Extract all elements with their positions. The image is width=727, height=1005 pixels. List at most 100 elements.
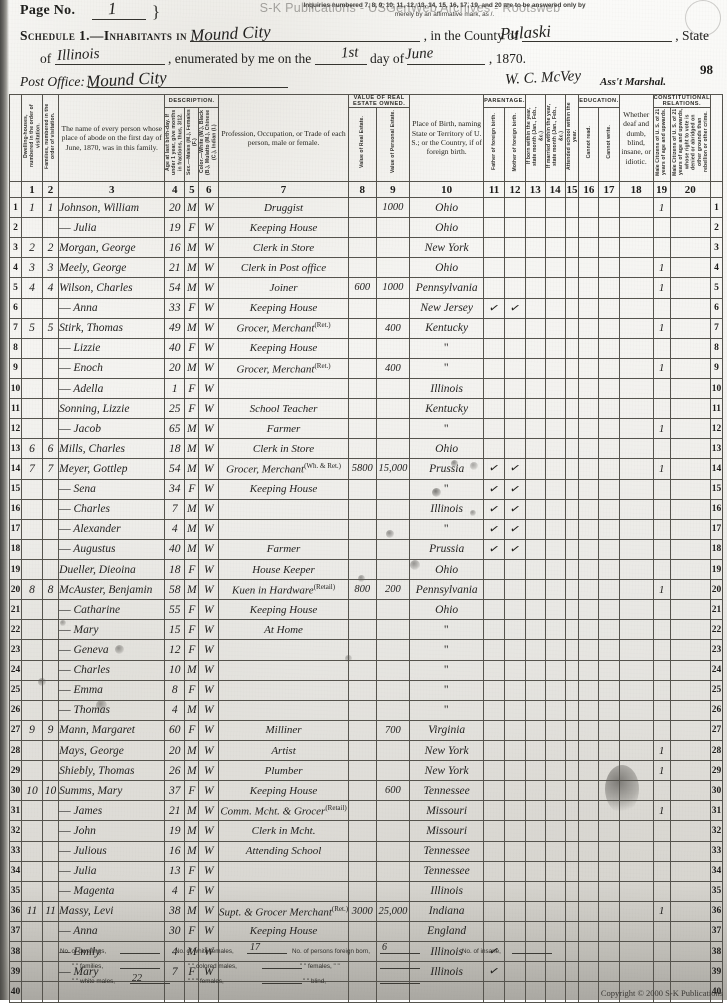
cell-mother-foreign[interactable] bbox=[504, 438, 526, 460]
cell-personal-estate-value[interactable] bbox=[375, 257, 411, 279]
cell-age[interactable]: 34 bbox=[164, 478, 186, 500]
cell-person-name[interactable]: Johnson, William bbox=[58, 196, 166, 219]
cell-married-within-year[interactable] bbox=[544, 599, 566, 621]
cell-color[interactable]: W bbox=[198, 739, 220, 762]
cell-male-citizen[interactable]: 1 bbox=[652, 579, 671, 601]
cell-cannot-write[interactable] bbox=[598, 217, 620, 239]
cell-birthplace[interactable]: " bbox=[409, 679, 485, 701]
cell-father-foreign[interactable] bbox=[483, 317, 505, 339]
cell-mother-foreign[interactable] bbox=[504, 820, 526, 842]
cell-disability[interactable] bbox=[618, 317, 654, 339]
cell-vote-denied[interactable] bbox=[669, 739, 711, 762]
cell-father-foreign[interactable]: ✓ bbox=[483, 518, 505, 540]
cell-personal-estate-value[interactable] bbox=[375, 478, 411, 500]
cell-sex[interactable]: M bbox=[184, 840, 200, 862]
table-row[interactable]: 15— Sena 34 F W Keeping House " ✓ ✓ 15 bbox=[9, 478, 724, 500]
cell-born-within-year[interactable] bbox=[524, 719, 546, 741]
cell-sex[interactable]: M bbox=[184, 699, 200, 721]
cell-cannot-write[interactable] bbox=[598, 357, 620, 379]
cell-mother-foreign[interactable] bbox=[504, 639, 526, 661]
cell-cannot-write[interactable] bbox=[598, 760, 620, 782]
cell-male-citizen[interactable] bbox=[652, 337, 671, 359]
cell-personal-estate-value[interactable] bbox=[375, 518, 411, 540]
cell-personal-estate-value[interactable] bbox=[375, 398, 411, 420]
cell-born-within-year[interactable] bbox=[524, 659, 546, 681]
table-row[interactable]: 19 Dueller, Dieoina 18 F W House Keeper Ohio 19 bbox=[9, 558, 724, 581]
cell-attended-school[interactable] bbox=[564, 760, 580, 782]
cell-dwelling-no[interactable] bbox=[20, 357, 43, 379]
cell-personal-estate-value[interactable]: 600 bbox=[375, 780, 411, 802]
cell-age[interactable]: 30 bbox=[164, 920, 186, 943]
cell-vote-denied[interactable] bbox=[669, 639, 711, 661]
cell-born-within-year[interactable] bbox=[524, 458, 546, 480]
cell-mother-foreign[interactable] bbox=[504, 237, 526, 259]
cell-color[interactable]: W bbox=[198, 217, 220, 239]
cell-person-name[interactable]: — Anna bbox=[58, 297, 166, 319]
cell-real-estate-value[interactable] bbox=[348, 619, 377, 641]
cell-cannot-read[interactable] bbox=[578, 820, 600, 842]
cell-age[interactable]: 40 bbox=[164, 337, 186, 359]
cell-family-no[interactable] bbox=[41, 920, 60, 943]
cell-cannot-write[interactable] bbox=[598, 196, 620, 219]
cell-disability[interactable] bbox=[618, 438, 654, 460]
cell-disability[interactable] bbox=[618, 920, 654, 943]
cell-age[interactable]: 58 bbox=[164, 579, 186, 601]
cell-color[interactable]: W bbox=[198, 840, 220, 862]
cell-occupation[interactable]: Comm. Mcht. & Grocer(Retail) bbox=[218, 800, 350, 822]
cell-age[interactable]: 10 bbox=[164, 659, 186, 681]
cell-disability[interactable] bbox=[618, 840, 654, 862]
cell-born-within-year[interactable] bbox=[524, 699, 546, 721]
cell-disability[interactable] bbox=[618, 860, 654, 882]
cell-color[interactable]: W bbox=[198, 920, 220, 943]
cell-father-foreign[interactable] bbox=[483, 699, 505, 721]
table-row[interactable]: 37 — Anna 30 F W Keeping House England 37 bbox=[9, 920, 724, 943]
cell-personal-estate-value[interactable] bbox=[375, 760, 411, 782]
cell-person-name[interactable]: — Mary bbox=[58, 619, 166, 641]
cell-occupation[interactable] bbox=[218, 498, 350, 520]
cell-age[interactable]: 4 bbox=[164, 880, 186, 902]
cell-father-foreign[interactable] bbox=[483, 558, 505, 581]
cell-sex[interactable]: M bbox=[184, 498, 200, 520]
cell-real-estate-value[interactable] bbox=[348, 337, 377, 359]
cell-personal-estate-value[interactable] bbox=[375, 920, 411, 943]
cell-age[interactable]: 4 bbox=[164, 699, 186, 721]
cell-disability[interactable] bbox=[618, 257, 654, 279]
cell-real-estate-value[interactable] bbox=[348, 659, 377, 681]
cell-disability[interactable] bbox=[618, 377, 654, 400]
cell-father-foreign[interactable] bbox=[483, 860, 505, 882]
cell-family-no[interactable]: 1 bbox=[41, 196, 60, 219]
cell-mother-foreign[interactable] bbox=[504, 780, 526, 802]
cell-disability[interactable] bbox=[618, 337, 654, 359]
cell-sex[interactable]: F bbox=[184, 780, 200, 802]
cell-married-within-year[interactable] bbox=[544, 699, 566, 721]
cell-real-estate-value[interactable] bbox=[348, 679, 377, 701]
cell-born-within-year[interactable] bbox=[524, 840, 546, 862]
cell-mother-foreign[interactable] bbox=[504, 579, 526, 601]
cell-person-name[interactable]: — Adella bbox=[58, 377, 166, 400]
cell-vote-denied[interactable] bbox=[669, 880, 711, 902]
cell-birthplace[interactable]: Ohio bbox=[409, 257, 485, 279]
cell-married-within-year[interactable] bbox=[544, 739, 566, 762]
cell-male-citizen[interactable] bbox=[652, 377, 671, 400]
cell-father-foreign[interactable] bbox=[483, 739, 505, 762]
cell-cannot-write[interactable] bbox=[598, 337, 620, 359]
cell-disability[interactable] bbox=[618, 679, 654, 701]
cell-disability[interactable] bbox=[618, 780, 654, 802]
cell-born-within-year[interactable] bbox=[524, 920, 546, 943]
table-row[interactable]: 12 — Jacob 65 M W Farmer " 1 12 bbox=[9, 418, 724, 440]
cell-color[interactable]: W bbox=[198, 558, 220, 581]
cell-family-no[interactable] bbox=[41, 699, 60, 721]
cell-married-within-year[interactable] bbox=[544, 719, 566, 741]
cell-cannot-read[interactable] bbox=[578, 840, 600, 862]
cell-personal-estate-value[interactable]: 1000 bbox=[375, 196, 411, 219]
cell-male-citizen[interactable]: 1 bbox=[652, 317, 671, 339]
cell-attended-school[interactable] bbox=[564, 317, 580, 339]
table-row[interactable]: 32 — John 19 M W Clerk in Mcht. Missouri 32 bbox=[9, 820, 724, 842]
cell-dwelling-no[interactable]: 11 bbox=[20, 900, 43, 922]
cell-family-no[interactable] bbox=[41, 217, 60, 239]
cell-color[interactable]: W bbox=[198, 639, 220, 661]
cell-born-within-year[interactable] bbox=[524, 739, 546, 762]
cell-real-estate-value[interactable] bbox=[348, 699, 377, 721]
cell-cannot-write[interactable] bbox=[598, 860, 620, 882]
cell-color[interactable]: W bbox=[198, 800, 220, 822]
